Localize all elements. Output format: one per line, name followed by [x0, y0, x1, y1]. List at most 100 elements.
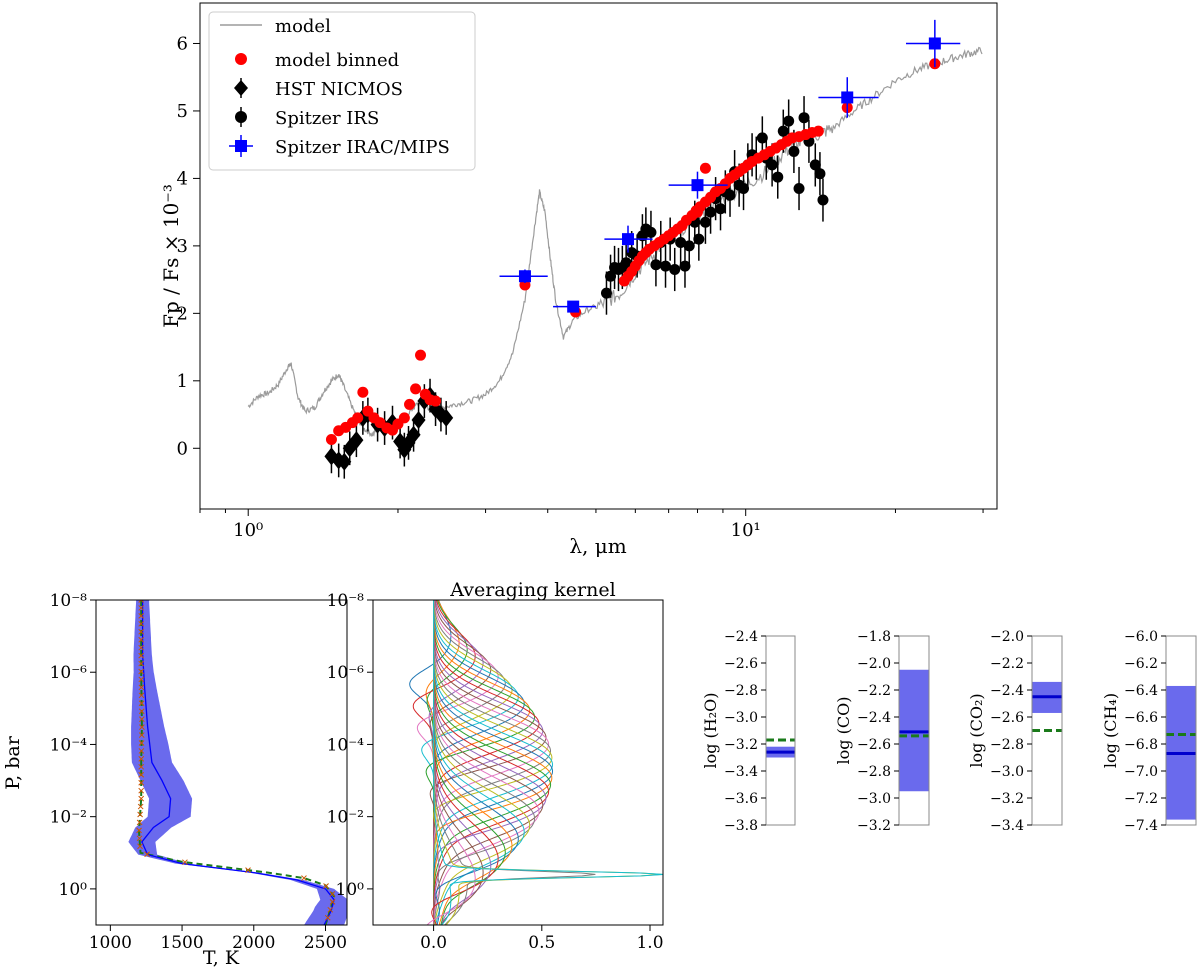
model-binned-point — [357, 386, 369, 398]
tp-xtick-label: 1000 — [89, 933, 132, 953]
irac-point — [691, 179, 704, 192]
ak-kernel-line — [433, 600, 553, 925]
nicmos-point — [439, 408, 454, 427]
model-binned-point — [415, 349, 427, 361]
irac-point — [567, 300, 580, 313]
tp-marker — [301, 875, 307, 881]
tp-xlabel: T, K — [203, 947, 240, 969]
tp-ylabel: P, bar — [2, 735, 24, 790]
tp-axes: 1000 1500 2000 2500 10⁻⁸ 10⁻⁶ 10⁻⁴ 10⁻² 10⁰ — [50, 591, 348, 953]
irs-point — [798, 112, 810, 124]
abundance-ytick-label: −2.0 — [857, 656, 891, 672]
abundance-ytick-label: −2.4 — [857, 710, 891, 726]
abundance-frame — [1165, 635, 1197, 826]
tp-profile-chart: 1000 1500 2000 2500 10⁻⁸ 10⁻⁶ 10⁻⁴ 10⁻² 10⁰ T, K… — [2, 591, 348, 969]
nicmos-point — [406, 425, 421, 444]
irs-point — [660, 260, 672, 272]
abundance-ytick-label: −2.4 — [990, 683, 1024, 699]
abundance-ytick-label: −2.6 — [724, 656, 758, 672]
tp-marker — [138, 763, 145, 770]
abundance-ytick-label: −3.0 — [857, 791, 891, 807]
legend-irac-label: Spitzer IRAC/MIPS — [275, 137, 450, 158]
irac-point — [518, 270, 531, 283]
irs-point — [650, 259, 662, 271]
ak-plot-area — [409, 600, 663, 925]
irs-point — [814, 168, 826, 180]
abundance-frame — [898, 635, 930, 826]
legend-box — [208, 11, 476, 171]
tp-marker — [139, 724, 145, 730]
spectrum-chart: 10⁰ 10¹ 0 1 2 3 4 5 6 λ, μm Fp / Fs × 10⁻³ model… — [159, 2, 998, 558]
irs-point — [620, 257, 632, 269]
abundance-ylabel: log (CO) — [834, 697, 853, 765]
irs-point — [772, 171, 784, 183]
tp-marker — [324, 914, 331, 921]
tp-marker — [138, 716, 145, 723]
abundance-ylabel: log (CH₄) — [1101, 693, 1120, 768]
tp-ytick-label: 10⁻⁸ — [50, 591, 88, 611]
abundance-ylabel: log (H₂O) — [701, 692, 720, 768]
ak-ytick-label: 10⁻⁸ — [327, 591, 365, 611]
tp-marker — [138, 732, 145, 738]
irs-point — [605, 270, 617, 282]
ak-xtick-label: 0.5 — [528, 933, 555, 953]
tp-marker — [144, 851, 150, 858]
nicmos-point — [349, 431, 364, 450]
irs-point — [793, 183, 805, 195]
irac-point — [928, 37, 941, 50]
tp-marker — [138, 628, 145, 635]
abundance-ytick-label: −6.0 — [1124, 629, 1158, 645]
tp-marker — [138, 795, 145, 802]
irs-point — [705, 206, 717, 218]
legend-binned-label: model binned — [275, 50, 399, 71]
spectrum-frame — [199, 2, 998, 510]
averaging-kernel-chart: 0.0 0.5 1.0 10⁻⁸ 10⁻⁶ 10⁻⁴ 10⁻² 10⁰ Averaging k… — [327, 579, 664, 953]
tp-xtick-label: 2000 — [232, 933, 275, 953]
tp-ytick-label: 10⁰ — [59, 880, 88, 900]
ak-xtick-label: 1.0 — [636, 933, 663, 953]
abundance-ytick-label: −6.4 — [1124, 683, 1158, 699]
ak-xtick-label: 0.0 — [420, 933, 447, 953]
irac-point — [622, 233, 635, 246]
tp-marker — [137, 843, 143, 850]
tp-marker — [138, 660, 145, 667]
abundance-ytick-label: −2.0 — [990, 629, 1024, 645]
tp-marker — [329, 891, 336, 897]
nicmos-point — [337, 452, 352, 471]
irs-point — [675, 237, 687, 249]
abundance-frame — [1031, 635, 1063, 826]
abundance-panel: −3.8 −3.6 −3.4 −3.2 −3.0 −2.8 −2.6 −2.4 log (H₂O… — [701, 629, 796, 834]
tp-marker — [138, 600, 145, 603]
abundance-panel: −3.4 −3.2 −3.0 −2.8 −2.6 −2.4 −2.2 −2.0 log (CO₂… — [967, 629, 1063, 834]
spectrum-ytick-label: 6 — [177, 33, 188, 54]
tp-ytick-label: 10⁻⁴ — [50, 735, 88, 755]
abundance-ytick-label: −3.2 — [724, 737, 758, 753]
tp-ytick-label: 10⁻² — [50, 808, 87, 828]
ak-frame — [372, 599, 664, 926]
tp-marker — [138, 787, 145, 794]
abundance-ytick-label: −3.2 — [857, 818, 891, 834]
spectrum-ytick-label: 5 — [177, 101, 188, 122]
tp-marker — [138, 756, 145, 762]
tp-marker — [137, 803, 144, 810]
irs-point — [783, 115, 795, 127]
tp-marker — [138, 676, 145, 683]
ak-ytick-label: 10⁻⁴ — [327, 735, 365, 755]
tp-marker — [138, 692, 145, 699]
ak-ytick-label: 10⁻⁶ — [327, 663, 365, 683]
abundance-ytick-label: −2.6 — [857, 737, 891, 753]
ak-kernel-line — [433, 600, 553, 925]
irs-point — [679, 260, 691, 272]
abundance-ytick-label: −1.8 — [857, 629, 891, 645]
irs-point — [738, 183, 750, 195]
abundance-ytick-label: −2.4 — [724, 629, 758, 645]
tp-marker — [138, 700, 145, 707]
tp-marker — [136, 835, 143, 842]
irs-point — [645, 226, 657, 238]
spectrum-ytick-label: 0 — [177, 438, 188, 459]
model-binned-point — [398, 412, 410, 424]
abundance-frame — [765, 635, 796, 826]
tp-marker — [182, 859, 188, 866]
abundance-ytick-label: −7.0 — [1124, 764, 1158, 780]
legend-binned-swatch — [235, 53, 247, 65]
